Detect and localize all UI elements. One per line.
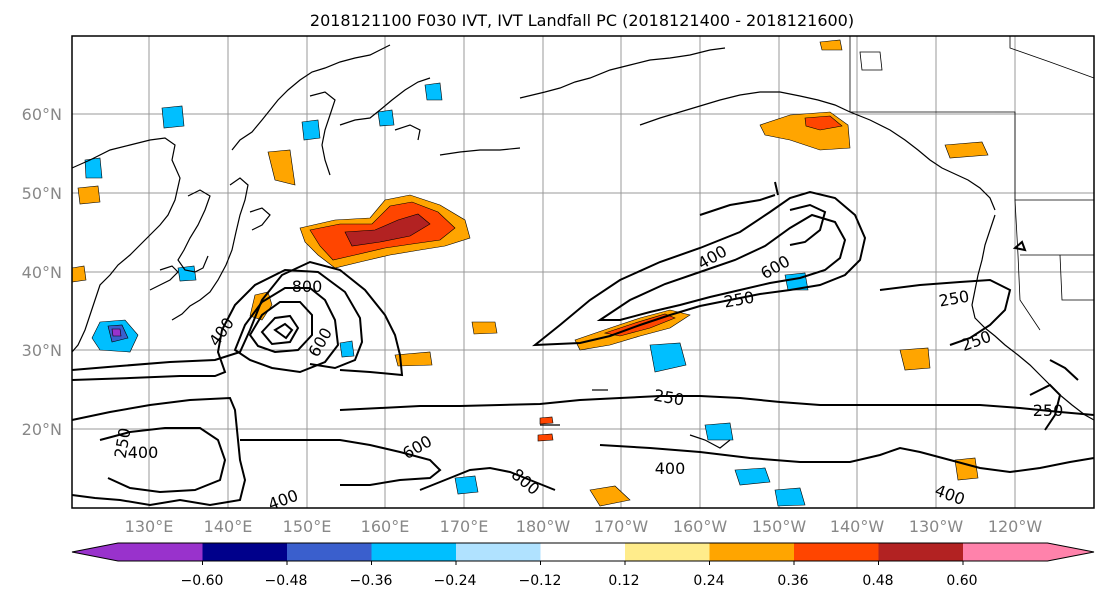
contour-label: 250	[1033, 401, 1064, 420]
lat-label: 30°N	[22, 341, 62, 360]
colorbar-tick-label: 0.36	[777, 573, 808, 589]
lon-label: 140°E	[204, 517, 253, 536]
lon-label: 160°E	[361, 517, 410, 536]
colorbar-tick-label: 0.60	[946, 573, 977, 589]
lon-label: 180°W	[516, 517, 571, 536]
colorbar-segment	[287, 543, 372, 561]
lon-label: 150°E	[283, 517, 332, 536]
contour-label: 400	[655, 459, 686, 478]
colorbar-segment	[118, 543, 203, 561]
colorbar-segment	[963, 543, 1048, 561]
lon-label: 130°E	[125, 517, 174, 536]
negative-anomaly-fill	[84, 82, 809, 507]
lat-label: 40°N	[22, 263, 62, 282]
colorbar-segment	[709, 543, 795, 561]
colorbar-tick-label: −0.48	[265, 573, 308, 589]
map-border	[71, 35, 1095, 509]
colorbar-outline	[71, 542, 1095, 562]
colorbar-tick-label: −0.60	[181, 573, 224, 589]
map-frame: 800 400 600 400 600 250 250 250 250 600 …	[71, 35, 1095, 514]
political-borders	[849, 36, 1095, 331]
lat-label: 20°N	[22, 420, 62, 439]
lon-label: 140°W	[830, 517, 885, 536]
colorbar-tick-label: −0.12	[519, 573, 562, 589]
lon-label: 130°W	[909, 517, 964, 536]
colorbar-segment	[878, 543, 964, 561]
lon-label: 170°W	[594, 517, 649, 536]
colorbar-tick-label: −0.36	[350, 573, 393, 589]
ivt-contours	[71, 181, 1095, 507]
colorbar-segment	[202, 543, 288, 561]
lon-label: 120°W	[988, 517, 1043, 536]
colorbar-segment	[456, 543, 541, 561]
colorbar-tick-label: 0.48	[862, 573, 893, 589]
colorbar-segment	[625, 543, 710, 561]
lon-label: 170°E	[440, 517, 489, 536]
colorbar-segment	[794, 543, 879, 561]
contour-label: 800	[292, 277, 323, 296]
colorbar-tick-labels: −0.60 −0.48 −0.36 −0.24 −0.12 0.12 0.24 …	[181, 573, 978, 589]
lat-label: 50°N	[22, 184, 62, 203]
positive-anomaly-fill	[71, 39, 989, 507]
lon-label: 160°W	[673, 517, 728, 536]
colorbar	[71, 542, 1095, 565]
colorbar-segment	[371, 543, 457, 561]
colorbar-extend-high	[1047, 543, 1094, 561]
lat-label: 60°N	[22, 105, 62, 124]
colorbar-segment	[540, 543, 626, 561]
latitude-labels: 60°N 50°N 40°N 30°N 20°N	[22, 105, 62, 439]
colorbar-extend-low	[72, 543, 118, 561]
colorbar-tick-label: −0.24	[434, 573, 477, 589]
map-title: 2018121100 F030 IVT, IVT Landfall PC (20…	[310, 11, 854, 30]
contour-label: 400	[128, 443, 159, 462]
colorbar-tick-label: 0.24	[693, 573, 724, 589]
longitude-labels: 130°E 140°E 150°E 160°E 170°E 180°W 170°…	[125, 517, 1043, 536]
colorbar-tick-label: 0.12	[608, 573, 639, 589]
lon-label: 150°W	[752, 517, 807, 536]
